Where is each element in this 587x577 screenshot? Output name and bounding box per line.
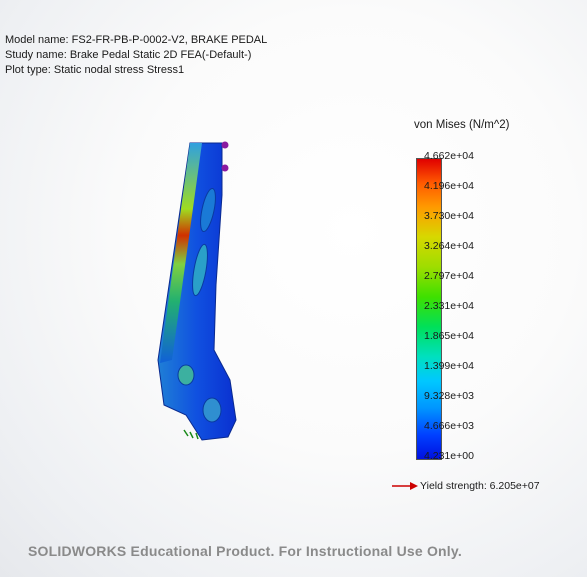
load-arrows — [183, 429, 199, 440]
legend-tick: 4.666e+03 — [424, 420, 474, 432]
fixture-mid — [221, 164, 229, 172]
legend-title: von Mises (N/m^2) — [414, 119, 510, 131]
brake-pedal-stress-model[interactable] — [150, 135, 240, 445]
legend-tick: 3.264e+04 — [424, 240, 474, 252]
educational-watermark: SOLIDWORKS Educational Product. For Inst… — [28, 543, 462, 559]
study-name-text: Study name: Brake Pedal Static 2D FEA(-D… — [5, 49, 252, 61]
pocket-1 — [200, 187, 216, 233]
legend-tick: 1.399e+04 — [424, 360, 474, 372]
stress-colorbar — [416, 158, 442, 460]
legend-tick: 4.196e+04 — [424, 180, 474, 192]
yield-strength-label: Yield strength: 6.205e+07 — [420, 480, 540, 492]
plot-type-text: Plot type: Static nodal stress Stress1 — [5, 64, 185, 76]
legend-tick: 4.231e+00 — [424, 450, 474, 462]
pedal-front-edge — [160, 143, 202, 363]
legend-tick: 2.331e+04 — [424, 300, 474, 312]
legend-tick: 2.797e+04 — [424, 270, 474, 282]
legend-tick: 1.865e+04 — [424, 330, 474, 342]
legend-tick: 4.662e+04 — [424, 150, 474, 162]
model-name-text: Model name: FS2-FR-PB-P-0002-V2, BRAKE P… — [5, 34, 268, 46]
legend-tick: 9.328e+03 — [424, 390, 474, 402]
pocket-3 — [177, 364, 195, 386]
pocket-4 — [202, 397, 222, 423]
legend-tick: 3.730e+04 — [424, 210, 474, 222]
plot-header: Model name: FS2-FR-PB-P-0002-V2, BRAKE P… — [5, 33, 267, 78]
fixture-top — [221, 141, 229, 149]
yield-arrow-icon — [392, 482, 418, 490]
pocket-2 — [192, 243, 208, 297]
yield-strength-marker: Yield strength: 6.205e+07 — [392, 480, 540, 492]
